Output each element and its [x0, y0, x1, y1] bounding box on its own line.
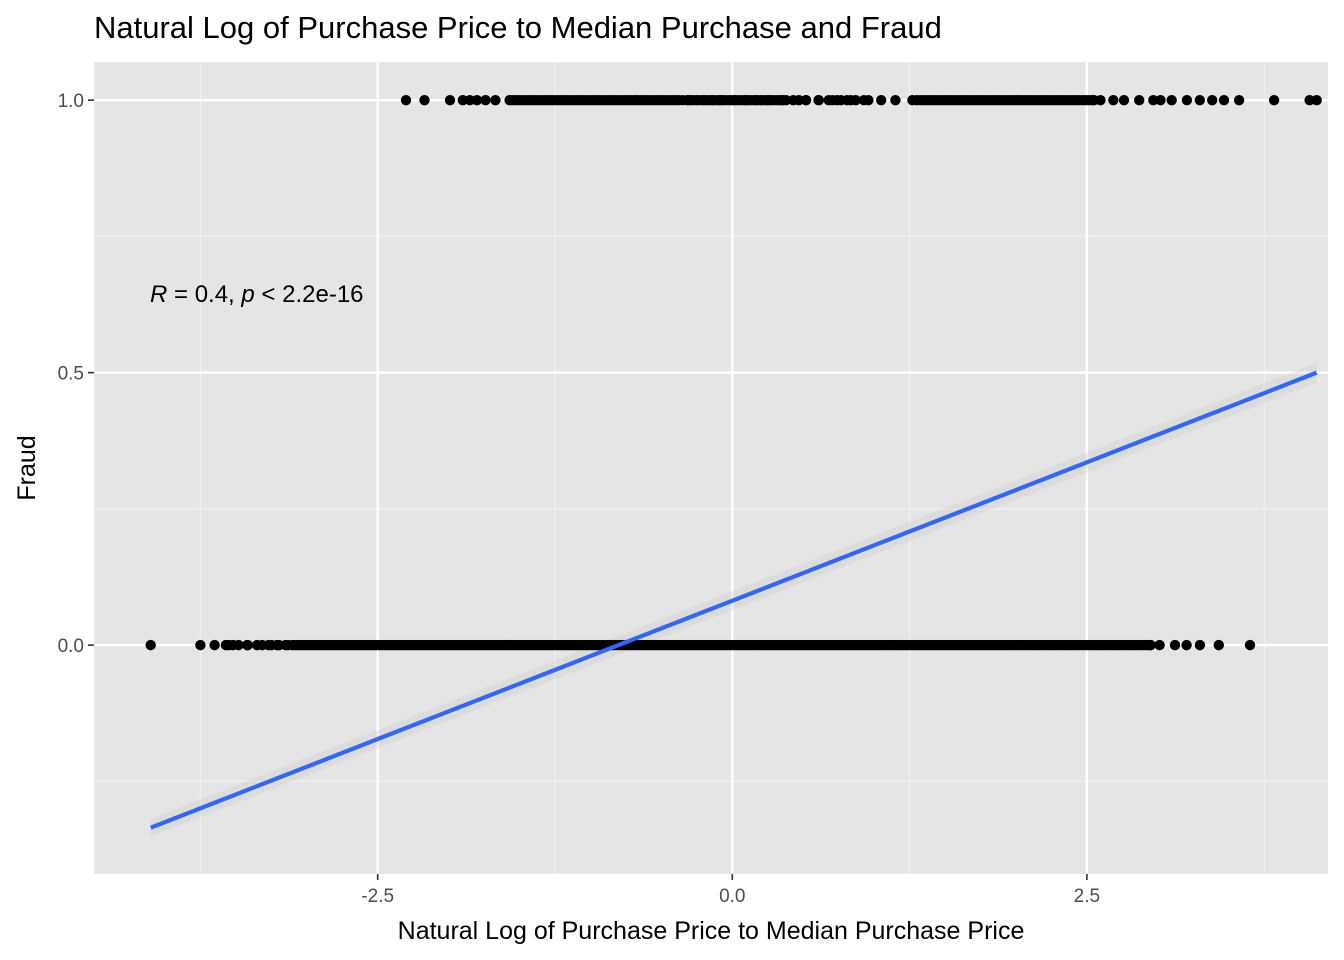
data-point	[1108, 94, 1119, 106]
data-point	[1155, 94, 1166, 106]
x-tick-label: 0.0	[719, 886, 745, 907]
data-point	[1213, 639, 1225, 651]
data-point	[728, 94, 740, 106]
data-point	[1095, 94, 1106, 106]
data-point	[800, 94, 812, 106]
data-point	[1169, 639, 1181, 651]
y-tick-label: 0.5	[58, 364, 84, 385]
data-point	[1194, 639, 1206, 651]
data-point	[1154, 639, 1165, 651]
data-point	[490, 94, 501, 106]
data-point	[1181, 94, 1193, 106]
x-tick-label: -2.5	[361, 886, 394, 907]
data-point	[1166, 94, 1177, 106]
data-point	[1311, 94, 1322, 106]
data-point	[907, 94, 918, 106]
data-point	[842, 94, 853, 106]
data-point	[1194, 94, 1206, 106]
r-text: = 0.4,	[167, 281, 241, 308]
p-symbol: p	[240, 281, 254, 308]
data-point	[400, 94, 412, 106]
y-tick-label: 1.0	[58, 91, 84, 112]
data-point	[832, 94, 843, 106]
data-point	[209, 639, 220, 651]
x-tick-label: 2.5	[1074, 886, 1100, 907]
data-point	[850, 94, 861, 106]
data-point	[813, 94, 824, 106]
data-point	[263, 639, 274, 651]
data-point	[1181, 639, 1192, 651]
data-point	[419, 94, 430, 106]
data-point	[749, 94, 760, 106]
data-point	[876, 94, 887, 106]
data-point	[1148, 94, 1159, 106]
data-point	[504, 94, 515, 106]
data-point	[444, 94, 456, 106]
x-axis-title: Natural Log of Purchase Price to Median …	[398, 917, 1025, 945]
data-point	[1134, 94, 1145, 106]
data-point	[1268, 94, 1280, 106]
regression-line	[149, 370, 1318, 830]
regression-line-group	[149, 370, 1318, 830]
data-point	[1244, 639, 1256, 651]
data-point	[471, 94, 483, 106]
data-point	[195, 639, 206, 651]
correlation-annotation: R = 0.4, p < 2.2e-16	[150, 281, 364, 308]
data-point	[1233, 94, 1245, 106]
data-point	[1207, 94, 1218, 106]
y-axis: 0.0 0.5 1.0	[58, 91, 94, 657]
data-point	[227, 639, 239, 651]
data-point	[242, 639, 253, 651]
data-point	[890, 94, 901, 106]
minor-gridlines	[94, 62, 1328, 874]
plot-panel	[94, 62, 1328, 874]
data-point	[823, 94, 834, 106]
data-point	[480, 94, 491, 106]
y-axis-title: Fraud	[13, 435, 41, 500]
data-point	[683, 94, 694, 106]
data-point	[715, 94, 726, 106]
data-point	[145, 639, 156, 651]
data-points	[145, 94, 1322, 651]
data-point	[776, 94, 787, 106]
data-point	[707, 94, 718, 106]
data-point	[280, 639, 291, 651]
data-point	[763, 94, 774, 106]
data-point	[698, 94, 709, 106]
x-axis: -2.5 0.0 2.5	[361, 874, 1100, 907]
data-point	[1218, 94, 1230, 106]
y-tick-label: 0.0	[58, 636, 84, 657]
data-point	[1145, 639, 1156, 651]
chart-title: Natural Log of Purchase Price to Median …	[94, 10, 942, 45]
data-point	[251, 639, 263, 651]
data-point	[863, 94, 874, 106]
data-point	[1118, 94, 1130, 106]
r-symbol: R	[150, 281, 167, 308]
data-point	[740, 94, 751, 106]
p-text: < 2.2e-16	[255, 281, 364, 308]
data-point	[271, 639, 283, 651]
